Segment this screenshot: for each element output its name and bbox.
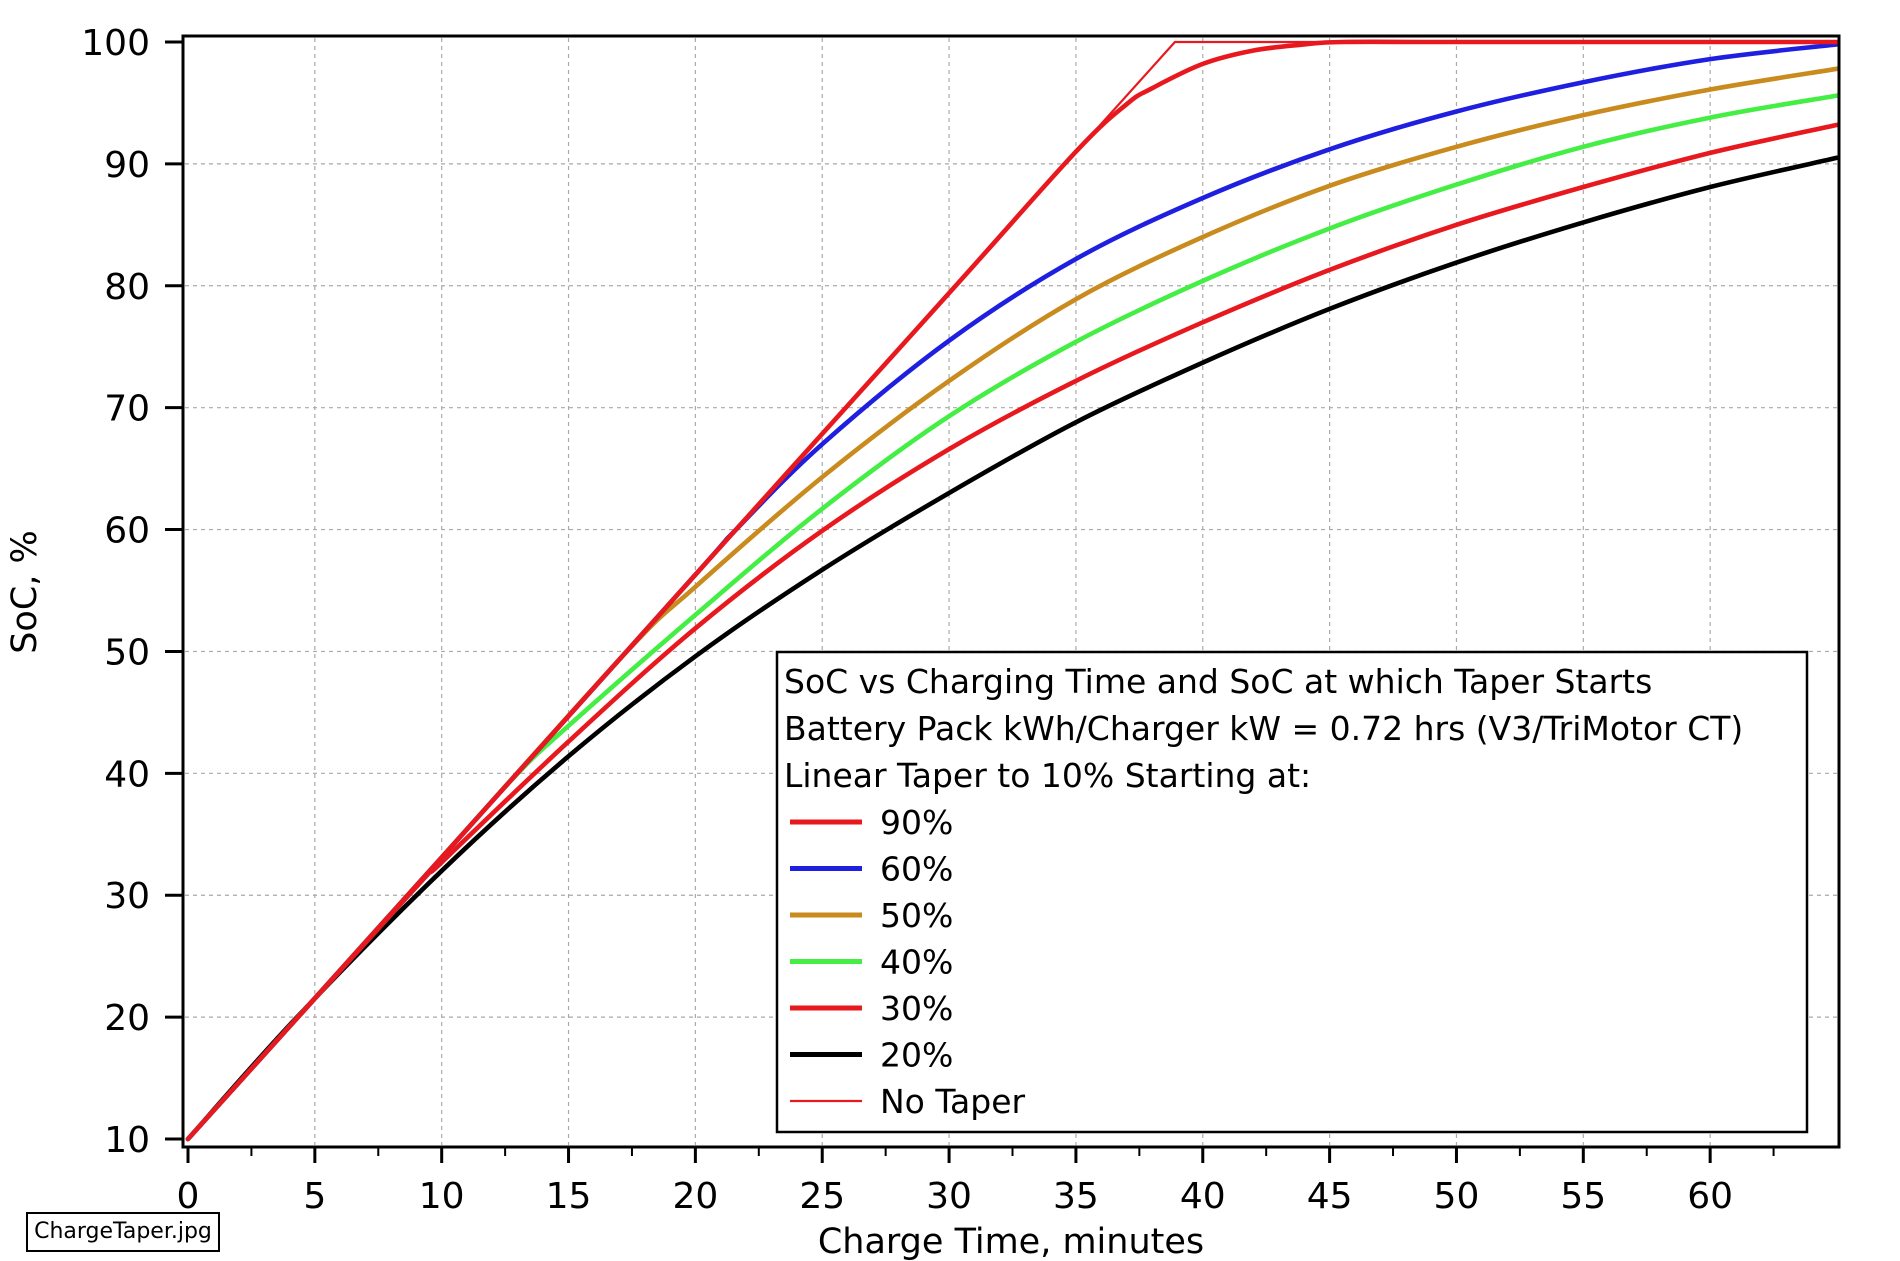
legend-label: No Taper [880,1082,1026,1121]
x-tick-label: 10 [419,1176,465,1217]
series-line-90 [185,39,1840,1142]
y-tick-label: 60 [104,511,150,552]
x-tick-label: 25 [799,1176,845,1217]
x-tick-label: 30 [926,1176,972,1217]
x-tick-label: 55 [1560,1176,1606,1217]
x-tick-label: 15 [546,1176,592,1217]
legend-label: 50% [880,896,953,935]
legend-label: 20% [880,1036,953,1075]
x-tick-label: 5 [303,1176,326,1217]
legend-label: 30% [880,989,953,1028]
series-line-20 [185,155,1840,1142]
series-lines [185,39,1840,1142]
legend-label: 60% [880,850,953,889]
legend-entries: 90% 60% 50% 40% 30% 20% No Taper [790,803,1026,1121]
x-tick-label: 35 [1053,1176,1099,1217]
x-tick-label: 20 [672,1176,718,1217]
x-tick-label: 45 [1307,1176,1353,1217]
x-tick-label: 40 [1180,1176,1226,1217]
y-tick-label: 80 [104,267,150,308]
y-tick-label: 50 [104,632,150,673]
plot-frame [181,34,1841,1149]
legend-title-line-3: Linear Taper to 10% Starting at: [784,756,1311,795]
x-axis-title: Charge Time, minutes [818,1222,1204,1261]
legend-title-line-1: SoC vs Charging Time and SoC at which Ta… [784,662,1652,701]
legend-title-line-2: Battery Pack kWh/Charger kW = 0.72 hrs (… [784,709,1743,748]
x-tick-label: 60 [1687,1176,1733,1217]
axis-ticks [165,40,1775,1163]
y-tick-label: 70 [104,389,150,430]
y-tick-label: 100 [81,23,150,64]
y-tick-label: 20 [104,998,150,1039]
y-tick-label: 30 [104,876,150,917]
legend-label: 90% [880,803,953,842]
file-label: ChargeTaper.jpg [26,1212,220,1252]
legend-label: 40% [880,943,953,982]
y-tick-label: 90 [104,145,150,186]
y-axis-title: SoC, % [5,530,45,654]
legend-box [775,650,1809,1134]
x-tick-label: 0 [177,1176,200,1217]
tick-labels: 0 5 10 15 20 25 30 35 40 45 50 55 60 10 20 30 40 50 60 70 80… [81,23,1733,1217]
y-tick-label: 40 [104,754,150,795]
x-tick-label: 50 [1434,1176,1480,1217]
legend: SoC vs Charging Time and SoC at which Ta… [775,650,1809,1134]
y-tick-label: 10 [104,1120,150,1161]
